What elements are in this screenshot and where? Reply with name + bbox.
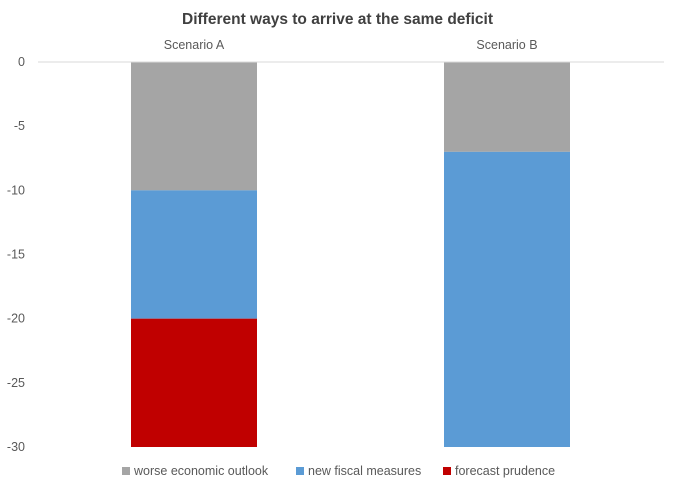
y-tick-label: -30 <box>7 440 25 454</box>
category-label: Scenario A <box>164 38 225 52</box>
chart-title: Different ways to arrive at the same def… <box>182 11 493 28</box>
y-tick-label: -15 <box>7 248 25 262</box>
legend-swatch <box>296 467 304 475</box>
legend: worse economic outlook new fiscal measure… <box>122 464 555 478</box>
category-labels: Scenario A Scenario B <box>164 38 538 52</box>
bar-segment <box>131 190 257 319</box>
legend-label: worse economic outlook <box>133 464 269 478</box>
bar-segment <box>444 151 570 448</box>
bar-segment <box>131 62 257 191</box>
y-tick-label: -20 <box>7 312 25 326</box>
bar-segment <box>131 318 257 447</box>
category-label: Scenario B <box>476 38 537 52</box>
y-tick-label: -25 <box>7 376 25 390</box>
y-tick-label: -5 <box>14 119 25 133</box>
legend-swatch <box>122 467 130 475</box>
y-tick-label: -10 <box>7 183 25 197</box>
bars <box>131 62 570 448</box>
legend-label: forecast prudence <box>455 464 555 478</box>
y-tick-label: 0 <box>18 55 25 69</box>
legend-label: new fiscal measures <box>308 464 421 478</box>
bar-segment <box>444 62 570 152</box>
legend-swatch <box>443 467 451 475</box>
y-axis: 0 -5 -10 -15 -20 -25 -30 <box>7 55 25 454</box>
